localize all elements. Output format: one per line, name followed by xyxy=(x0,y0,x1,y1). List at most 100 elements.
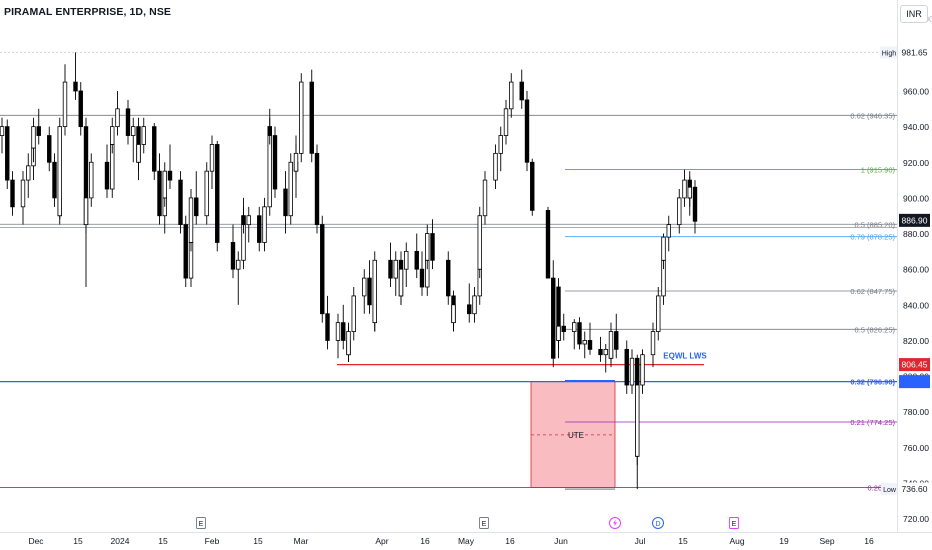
candle-down xyxy=(624,348,629,386)
candle-down xyxy=(183,224,188,279)
fib-level-label: 1 (915.90) xyxy=(861,166,896,175)
candle-down xyxy=(446,259,451,297)
candle-down xyxy=(215,197,220,243)
candle-up xyxy=(398,268,404,297)
y-tick-label: 720.00 xyxy=(903,514,929,524)
candle-up xyxy=(188,197,194,243)
candle-up xyxy=(661,236,666,261)
candle-down xyxy=(309,81,314,154)
candle-down xyxy=(419,268,425,288)
candle-up xyxy=(650,331,656,356)
y-tick-label: 840.00 xyxy=(903,300,929,310)
y-tick-label: 860.00 xyxy=(903,265,929,275)
candle-up xyxy=(115,108,120,128)
y-tick-label: 900.00 xyxy=(903,193,929,203)
x-tick-label: Jun xyxy=(554,536,568,546)
candle-up xyxy=(57,126,62,217)
earnings-icon-glyph: E xyxy=(199,521,204,528)
fib-level-label: 0.79 (878.25) xyxy=(850,233,895,242)
candle-up xyxy=(629,357,635,386)
x-tick-label: 15 xyxy=(678,536,688,546)
candle-up xyxy=(666,224,671,238)
candle-up xyxy=(110,126,115,145)
candle-down xyxy=(241,215,246,226)
x-tick-label: 2024 xyxy=(111,536,130,546)
candle-up xyxy=(603,348,608,356)
earnings-icon-glyph: E xyxy=(482,521,487,528)
candle-down xyxy=(341,322,346,341)
x-tick-label: 15 xyxy=(158,536,168,546)
candle-up xyxy=(687,186,692,199)
fib-level-label: 0.5 (826.25) xyxy=(855,325,896,334)
currency-button[interactable]: INR xyxy=(900,5,928,23)
eqwl-price-badge: 806.45 xyxy=(902,360,928,370)
candle-up xyxy=(477,215,482,270)
candle-up xyxy=(31,126,36,149)
candle-down xyxy=(152,126,157,172)
fib-level-label: 0.5 (885.20) xyxy=(855,220,896,229)
low-tag: Low xyxy=(883,487,897,494)
candle-up xyxy=(131,126,136,136)
candle-down xyxy=(272,135,278,190)
last-price-badge-bg xyxy=(899,213,930,227)
candle-up xyxy=(136,144,141,163)
candle-up xyxy=(89,161,94,199)
low-price-badge-bg xyxy=(899,482,930,496)
candle-up xyxy=(209,144,215,172)
candle-down xyxy=(283,188,288,217)
candle-down xyxy=(519,81,524,101)
price-axis-divider xyxy=(897,0,898,532)
candle-down xyxy=(530,161,535,211)
x-tick-label: Mar xyxy=(294,536,309,546)
x-tick-label: Dec xyxy=(28,536,44,546)
lightning-icon xyxy=(613,519,617,527)
earnings-icon xyxy=(479,517,489,529)
candle-up xyxy=(677,197,682,226)
candle-up xyxy=(635,384,640,457)
candle-up xyxy=(162,170,167,199)
dividend-icon-glyph: D xyxy=(655,521,660,528)
high-price-badge: 981.65 xyxy=(902,47,928,57)
candle-up xyxy=(498,135,503,154)
y-tick-label: 820.00 xyxy=(903,336,929,346)
candle-down xyxy=(325,313,330,341)
candle-up xyxy=(556,325,561,341)
candle-down xyxy=(157,170,162,217)
candle-up xyxy=(346,331,351,356)
high-tag-bg xyxy=(880,46,898,59)
candle-down xyxy=(167,170,173,181)
candle-up xyxy=(246,215,251,226)
candle-down xyxy=(78,90,83,128)
candle-up xyxy=(20,179,26,208)
candle-up xyxy=(236,259,241,270)
fib-level-label: 0.62 (946.35) xyxy=(850,111,895,120)
candle-down xyxy=(178,179,183,226)
candle-down xyxy=(467,304,472,315)
y-tick-label: 920.00 xyxy=(903,158,929,168)
candle-up xyxy=(682,179,687,199)
y-tick-label: 880.00 xyxy=(903,229,929,239)
chart-title: PIRAMAL ENTERPRISE, 1D, NSE xyxy=(4,6,172,18)
candle-down xyxy=(614,331,619,350)
candle-up xyxy=(572,322,577,332)
candle-down xyxy=(73,81,78,92)
candle-down xyxy=(561,325,566,332)
x-tick-label: 15 xyxy=(253,536,263,546)
candle-down xyxy=(414,250,419,270)
time-axis-divider xyxy=(0,532,932,533)
y-tick-label: 780.00 xyxy=(903,407,929,417)
candle-up xyxy=(393,259,398,279)
x-tick-label: Aug xyxy=(729,536,744,546)
candle-up xyxy=(608,331,614,359)
candle-down xyxy=(194,197,199,217)
x-tick-label: Sep xyxy=(819,536,834,546)
high-price-badge-bg xyxy=(899,45,930,59)
candle-down xyxy=(314,152,320,226)
x-tick-label: 16 xyxy=(420,536,430,546)
candle-down xyxy=(125,108,131,136)
low-price-badge: 736.60 xyxy=(902,484,928,494)
fib-level-label: 0.62 (847.75) xyxy=(850,287,895,296)
last-price-badge: 886.90 xyxy=(902,215,928,225)
candle-up xyxy=(62,81,68,128)
